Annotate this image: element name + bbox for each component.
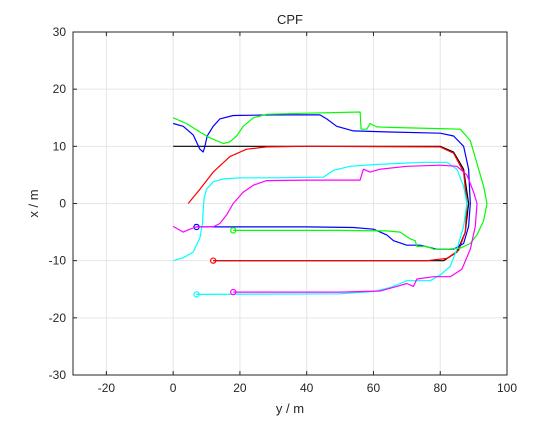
series-line-blue <box>173 114 471 250</box>
y-tick-label: 0 <box>59 197 66 211</box>
x-tick-label: 40 <box>300 381 314 395</box>
x-tick-label: 20 <box>233 381 247 395</box>
y-tick-label: -30 <box>49 368 67 382</box>
y-tick-label: 20 <box>53 82 67 96</box>
y-tick-label: -20 <box>49 311 67 325</box>
end-marker-red <box>210 257 217 264</box>
series-line-red <box>187 145 468 262</box>
x-tick-label: 100 <box>497 381 517 395</box>
y-axis-label: x / m <box>26 189 41 217</box>
series-lines <box>172 111 488 298</box>
x-tick-label: 60 <box>367 381 381 395</box>
series-line-magenta <box>172 164 478 293</box>
y-tick-label: 10 <box>53 139 67 153</box>
end-marker-cyan <box>193 291 200 298</box>
series-line-cyan <box>173 161 468 295</box>
end-marker-magenta <box>230 288 237 296</box>
y-tick-label: 30 <box>53 25 67 39</box>
end-marker-green <box>230 227 237 234</box>
chart-title: CPF <box>277 12 303 27</box>
x-axis-label: y / m <box>276 401 304 416</box>
y-tick-label: -10 <box>49 254 67 268</box>
x-tick-label: 0 <box>170 381 177 395</box>
x-tick-label: -20 <box>98 381 116 395</box>
series-line-green <box>172 111 488 250</box>
axis-ticks: -20 0 20 40 60 80 100 -30 -20 -10 0 10 20 30 <box>49 25 518 395</box>
x-tick-label: 80 <box>434 381 448 395</box>
